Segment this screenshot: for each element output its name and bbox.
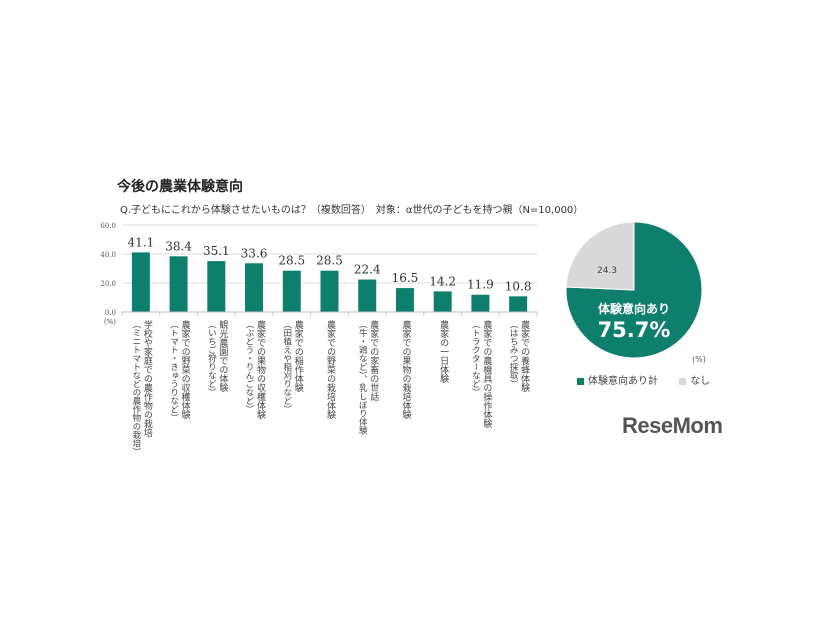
y-axis-unit: (%)	[104, 318, 116, 326]
bar	[169, 256, 188, 312]
x-category-label: 農家での農機具の操作体験 （トラクターなど）	[469, 320, 491, 428]
category-line: 学校や家庭での農作物の栽培	[141, 320, 152, 437]
data-label: 11.9	[467, 278, 494, 292]
category-line: 農家での養蜂体験	[519, 320, 530, 392]
bar	[207, 261, 226, 312]
y-tick-label: 60.0	[100, 222, 116, 230]
bar	[433, 291, 452, 312]
bar	[282, 270, 301, 312]
y-tick-label: 20.0	[100, 280, 116, 288]
chart-subtitle: Q.子どもにこれから体験させたいものは？（複数回答） 対象：α世代の子どもを持つ…	[120, 205, 584, 216]
x-category-label: 学校や家庭での農作物の栽培 （ミニトマトなどの農作物の栽培）	[130, 320, 152, 456]
data-label: 33.6	[241, 246, 268, 260]
category-line: 農家での農機具の操作体験	[481, 320, 492, 428]
legend-label: 体験意向あり計	[588, 376, 658, 387]
category-line: （トラクターなど）	[470, 320, 481, 397]
y-tick-label: 40.0	[100, 251, 116, 259]
data-label: 35.1	[203, 244, 230, 258]
category-line: 農家の一日体験	[438, 320, 449, 383]
pie-legend: 体験意向あり計 なし	[577, 372, 710, 387]
data-label: 10.8	[505, 279, 532, 293]
category-line: 農家での果物の栽培体験	[400, 320, 411, 419]
category-line: （トマト・きゅうりなど）	[168, 320, 179, 422]
x-category-label: 農家での養蜂体験 （はちみつ採取）	[507, 320, 529, 392]
chart-title: 今後の農業体験意向	[117, 179, 243, 195]
bar	[471, 294, 490, 312]
bar	[131, 252, 150, 312]
category-line: 農家での野菜の収穫体験	[179, 320, 190, 419]
pie-unit: (%)	[692, 355, 706, 364]
legend-swatch	[577, 377, 584, 385]
legend-item-yes: 体験意向あり計	[577, 376, 658, 387]
category-line: （いちご狩りなど）	[206, 320, 217, 397]
x-category-label: 農家での果物の栽培体験	[399, 320, 410, 419]
legend-swatch	[679, 377, 687, 385]
category-line: （ミニトマトなどの農作物の栽培）	[130, 320, 141, 456]
bar	[320, 270, 339, 312]
x-category-label: 観光農園での体験 （いちご狩りなど）	[205, 320, 227, 397]
category-line: （牛・鶏など）、乳しぼり体験	[357, 320, 368, 435]
x-category-label: 農家での家畜の世話 （牛・鶏など）、乳しぼり体験	[356, 320, 378, 435]
category-line: 農家での家畜の世話	[368, 320, 379, 401]
bar	[358, 279, 377, 312]
category-line: 農家での稲作体験	[292, 320, 303, 392]
category-line: （はちみつ採取）	[508, 320, 519, 388]
data-label: 14.2	[429, 274, 456, 288]
x-category-label: 農家での野菜の栽培体験	[324, 320, 335, 419]
data-label: 22.4	[354, 263, 381, 277]
data-label: 41.1	[128, 235, 155, 249]
category-line: 観光農園での体験	[217, 320, 228, 392]
category-line: 農家での果物の収穫体験	[255, 320, 266, 419]
legend-label: なし	[690, 376, 711, 387]
category-line: 農家での野菜の栽培体験	[325, 320, 335, 419]
bar	[245, 263, 264, 312]
bar	[395, 288, 414, 312]
data-label: 38.4	[165, 239, 192, 253]
bar	[509, 296, 528, 312]
resemom-logo: ReseMom	[622, 413, 723, 438]
pie-label-no: 24.3	[597, 266, 617, 276]
x-category-label: 農家での果物の収穫体験 （ぶどう・りんごなど）	[243, 320, 265, 419]
data-label: 16.5	[392, 271, 419, 285]
data-label: 28.5	[278, 254, 305, 268]
y-tick-label: 0.0	[105, 309, 116, 317]
x-category-label: 農家での稲作体験 （田植えや稲刈りなど）	[281, 320, 303, 414]
pie-slice	[565, 221, 635, 291]
category-line: （ぶどう・りんごなど）	[244, 320, 255, 414]
data-label: 28.5	[316, 254, 343, 268]
pie-label-title: 体験意向あり	[598, 301, 670, 316]
x-category-label: 農家での野菜の収穫体験 （トマト・きゅうりなど）	[168, 320, 190, 422]
legend-item-no: なし	[679, 376, 710, 387]
pie-label-value: 75.7%	[598, 318, 671, 342]
category-line: （田植えや稲刈りなど）	[281, 320, 292, 414]
x-category-label: 農家の一日体験	[437, 320, 448, 383]
